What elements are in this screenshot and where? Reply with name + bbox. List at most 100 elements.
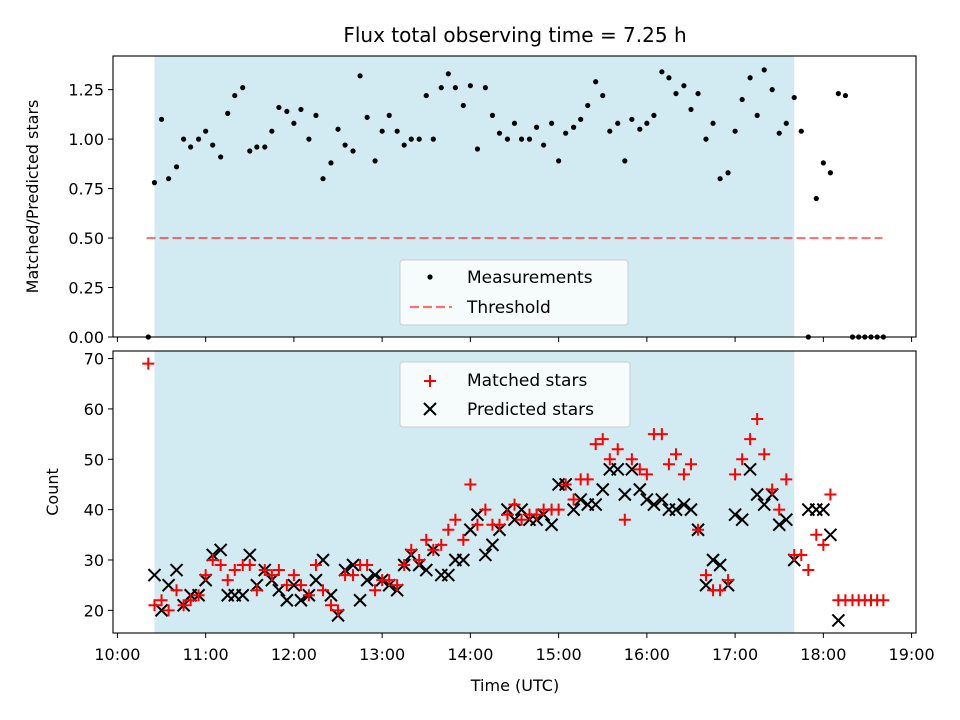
predicted-star-point	[655, 492, 669, 507]
matched-star-point	[309, 559, 322, 572]
matched-star-point	[398, 559, 411, 572]
legend-label-measurements: Measurements	[467, 268, 593, 288]
predicted-star-point	[470, 507, 485, 522]
bottom-y-axis-label: Count	[43, 468, 62, 516]
measurement-point	[673, 90, 679, 97]
predicted-star-point	[353, 593, 367, 607]
measurement-point	[688, 106, 694, 113]
predicted-star-point	[647, 497, 661, 512]
matched-star-point	[457, 533, 470, 546]
predicted-star-point	[699, 578, 713, 592]
matched-star-point	[795, 548, 808, 561]
top-y-tick-label: 0.50	[68, 229, 104, 248]
x-tick-label: 11:00	[183, 645, 229, 664]
matched-star-point	[228, 564, 241, 577]
matched-star-point	[802, 564, 815, 577]
predicted-star-point	[507, 512, 522, 527]
predicted-star-point	[728, 507, 742, 522]
predicted-star-point	[441, 568, 456, 582]
matched-star-point	[751, 412, 764, 425]
measurement-point	[578, 116, 584, 122]
bottom-legend-box	[399, 361, 631, 428]
predicted-star-point	[514, 502, 529, 517]
matched-star-point	[142, 357, 155, 370]
measurement-point	[394, 128, 400, 134]
measurement-point	[827, 170, 834, 176]
measurement-point	[556, 158, 562, 164]
predicted-star-point	[478, 548, 493, 562]
predicted-star-point	[419, 563, 433, 577]
matched-star-point	[596, 433, 609, 446]
measurement-point	[180, 136, 187, 142]
measurement-point	[313, 112, 319, 118]
matched-star-point	[603, 453, 616, 466]
measurement-point	[511, 120, 518, 126]
matched-star-point	[361, 559, 374, 572]
measurement-point	[571, 124, 577, 130]
predicted-star-point	[213, 543, 228, 557]
predicted-star-point	[544, 518, 559, 532]
matched-star-point	[383, 574, 396, 587]
measurement-point	[188, 144, 194, 150]
measurement-point	[813, 195, 819, 202]
measurement-point	[430, 136, 436, 142]
measurement-point	[600, 92, 606, 99]
matched-star-point	[515, 513, 528, 526]
measurement-point	[158, 116, 165, 122]
matched-star-point	[780, 473, 793, 486]
bottom-y-ticks: 20 30 40 50 60 70	[84, 350, 113, 620]
measurement-point	[210, 142, 216, 148]
bottom-panel: 20 30 40 50 60 70 10:00 11:00 12:00 13:00 14:00 15…	[43, 350, 935, 695]
matched-star-point	[294, 579, 307, 592]
bottom-y-tick-label: 70	[84, 350, 104, 369]
measurement-point	[666, 75, 672, 81]
measurement-point	[357, 73, 363, 79]
matched-star-point	[206, 553, 219, 566]
legend-label-threshold: Threshold	[466, 298, 551, 318]
top-legend: Measurements Threshold	[399, 259, 629, 326]
predicted-star-point	[456, 553, 471, 567]
matched-star-point	[471, 518, 484, 531]
measurement-point	[218, 154, 224, 160]
measurement-point	[629, 116, 635, 122]
predicted-star-point	[588, 497, 603, 512]
measurement-point	[445, 71, 451, 77]
top-y-tick-label: 0.25	[68, 279, 104, 298]
measurement-point	[342, 142, 348, 148]
legend-marker-predicted	[423, 402, 437, 416]
matched-star-point	[877, 594, 890, 607]
measurement-point	[717, 176, 723, 182]
matched-star-point	[405, 543, 418, 556]
measurement-point	[607, 128, 613, 134]
x-axis-label: Time (UTC)	[470, 676, 559, 695]
measurement-point	[284, 108, 290, 115]
predicted-star-point	[287, 578, 301, 592]
matched-star-point	[302, 589, 315, 602]
matched-star-point	[347, 569, 360, 582]
predicted-star-point	[154, 603, 169, 618]
predicted-star-point	[816, 502, 831, 517]
measurement-point	[732, 128, 738, 134]
matched-star-point	[184, 594, 197, 607]
matched-star-point	[155, 594, 168, 607]
measurement-point	[659, 69, 665, 75]
matched-star-point	[810, 528, 823, 541]
predicted-star-point	[346, 558, 360, 572]
matched-star-point	[589, 438, 602, 451]
measurement-point	[467, 83, 473, 89]
predicted-star-point	[611, 462, 625, 477]
matched-star-point	[258, 564, 271, 577]
matched-star-point	[162, 604, 175, 617]
measurement-point	[754, 112, 760, 118]
predicted-star-point	[566, 502, 581, 517]
measurement-point	[835, 90, 841, 97]
predicted-star-point	[618, 487, 632, 502]
measurement-point	[269, 128, 275, 134]
bottom-y-tick-label: 20	[84, 601, 104, 620]
legend-label-predicted: Predicted stars	[467, 400, 594, 420]
measurement-point	[526, 136, 533, 142]
predicted-star-point	[757, 497, 771, 512]
measurement-point	[438, 85, 444, 91]
matched-star-point	[420, 533, 433, 546]
matched-star-point	[449, 513, 462, 526]
